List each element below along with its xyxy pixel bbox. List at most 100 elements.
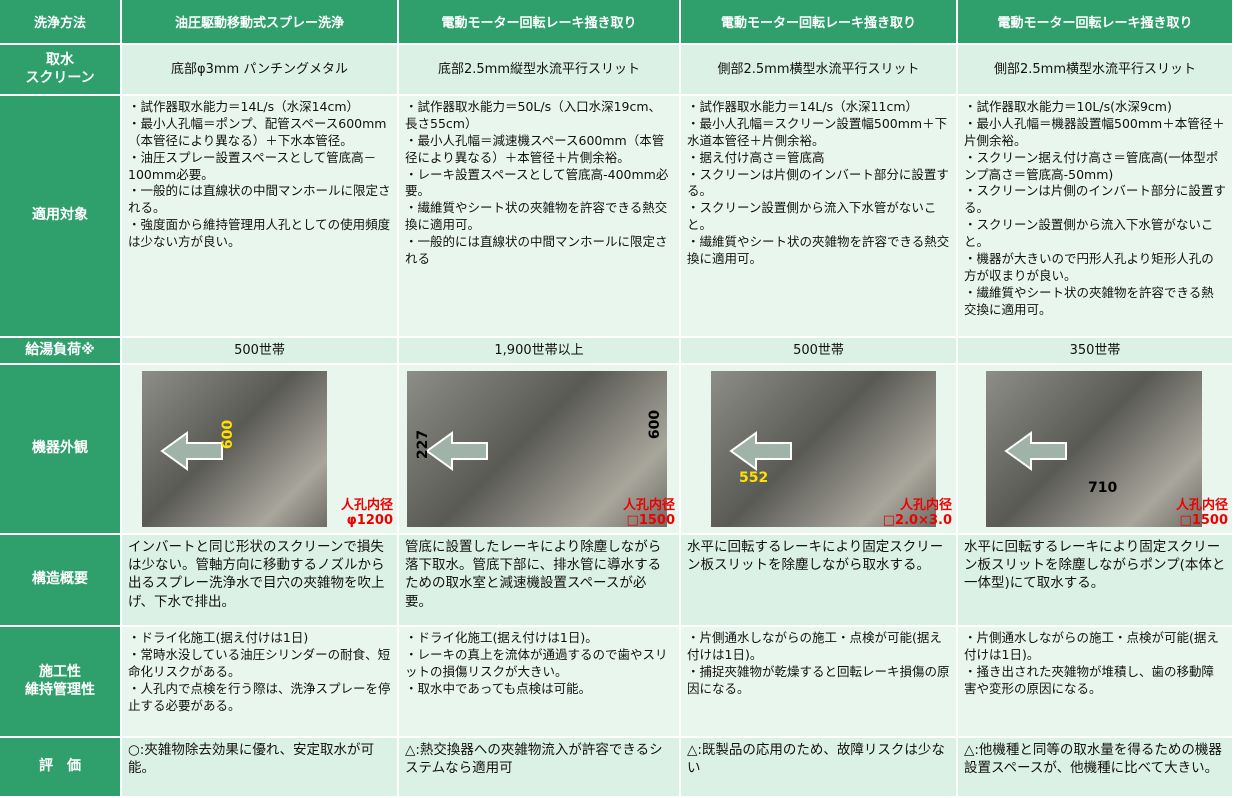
manhole-size: 人孔内径 □1500 <box>623 498 675 529</box>
bullet-item: ・取水中であっても点検は可能。 <box>405 680 592 696</box>
table-cell: インバートと同じ形状のスクリーンで損失は少ない。管軸方向に移動するノズルから出る… <box>122 535 397 625</box>
bullet-item: ・片側通水しながらの施工・点検が可能(据え付けは1日)。 <box>964 630 1219 662</box>
table-cell: 600 人孔内径 φ1200 <box>122 365 397 533</box>
manhole-line: □2.0×3.0 <box>882 513 952 529</box>
bullet-item: ・繊維質やシート状の夾雑物を許容できる熱交換に適用可。 <box>687 234 950 266</box>
equipment-photo <box>986 371 1202 527</box>
table-cell: 水平に回転するレーキにより固定スクリーン板スリットを除塵しながらポンプ(本体と一… <box>958 535 1232 625</box>
bullet-item: ・最小人孔幅＝スクリーン設置幅500mm＋下水道本管径＋片側余裕。 <box>687 115 948 148</box>
bullet-item: ・片側通水しながらの施工・点検が可能(据え付けは1日)。 <box>687 630 942 662</box>
table-cell: 710 人孔内径 □1500 <box>958 365 1232 533</box>
table-cell: ・ドライ化施工(据え付けは1日)。 ・レーキの真上を流体が通過するので歯やスリット… <box>399 627 679 736</box>
row-label: 施工性 維持管理性 <box>0 627 120 736</box>
bullet-item: ・繊維質やシート状の夾雑物を許容できる熱交換に適用可。 <box>405 200 668 233</box>
table-cell: ・試作器取水能力＝14L/s（水深11cm） ・最小人孔幅＝スクリーン設置幅500… <box>681 96 956 336</box>
manhole-size: 人孔内径 φ1200 <box>341 498 393 529</box>
bullet-item: ・常時水没している油圧シリンダーの耐食、短命化リスクがある。 <box>128 646 391 679</box>
bullet-item: ・強度面から維持管理用人孔としての使用頻度は少ない方が良い。 <box>128 217 391 249</box>
bullet-item: ・最小人孔幅＝減速機スペース600mm（本管径により異なる）＋本管径＋片側余裕。 <box>405 132 665 165</box>
table-cell: 552 人孔内径 □2.0×3.0 <box>681 365 956 533</box>
manhole-line: 人孔内径 <box>899 497 952 513</box>
bullet-item: ・繊維質やシート状の夾雑物を許容できる熱交換に適用可。 <box>964 284 1214 317</box>
bullet-item: ・ドライ化施工(据え付けは1日) <box>128 630 309 645</box>
row-label: 適用対象 <box>0 96 120 336</box>
dimension-label: 227 <box>415 429 432 460</box>
table-cell: 350世帯 <box>958 338 1232 363</box>
table-cell: ・試作器取水能力＝14L/s（水深14cm） ・最小人孔幅＝ポンプ、配管スペース6… <box>122 96 397 336</box>
table-cell: 底部φ3mm パンチングメタル <box>122 45 397 94</box>
bullet-item: ・一般的には直線状の中間マンホールに限定される。 <box>128 183 391 216</box>
row-label-line: 評 価 <box>39 758 81 775</box>
dimension-label: 552 <box>739 470 769 486</box>
bullet-item: ・スクリーン据え付け高さ＝管底高(一体型ポンプ高さ＝管底高-50mm) <box>964 149 1219 182</box>
table-cell: 管底に設置したレーキにより除塵しながら落下取水。管底下部に、排水管に導水するため… <box>399 535 679 625</box>
photo-arrow <box>1004 431 1067 471</box>
bullet-item: ・捕捉夾雑物が乾燥すると回転レーキ損傷の原因になる。 <box>687 663 950 696</box>
dimension-label: 710 <box>1088 480 1118 496</box>
table-cell: ○:夾雑物除去効果に優れ、安定取水が可能。 <box>122 738 397 796</box>
table-cell: 底部2.5mm縦型水流平行スリット <box>399 45 679 94</box>
column-header: 油圧駆動移動式スプレー洗浄 <box>122 0 397 43</box>
row-label-line: 取水 <box>46 52 74 68</box>
equipment-photo <box>142 371 327 527</box>
row-label: 評 価 <box>0 738 120 796</box>
header-label: 洗浄方法 <box>0 0 120 43</box>
manhole-line: □1500 <box>1179 513 1228 529</box>
bullet-item: ・スクリーン設置側から流入下水管がないこと。 <box>687 200 937 233</box>
column-header: 電動モーター回転レーキ掻き取り <box>399 0 679 43</box>
bullet-item: ・試作器取水能力＝14L/s（水深14cm） <box>128 99 360 114</box>
table-cell: △:他機種と同等の取水量を得るための機器設置スペースが、他機種に比べて大きい。 <box>958 738 1232 796</box>
equipment-photo <box>711 371 936 527</box>
column-header: 電動モーター回転レーキ掻き取り <box>681 0 956 43</box>
dimension-label: 600 <box>647 409 664 440</box>
table-cell: 水平に回転するレーキにより固定スクリーン板スリットを除塵しながら取水する。 <box>681 535 956 625</box>
table-cell: △:既製品の応用のため、故障リスクは少ない <box>681 738 956 796</box>
table-cell: 500世帯 <box>681 338 956 363</box>
photo-arrow <box>160 431 223 471</box>
table-cell: 側部2.5mm横型水流平行スリット <box>958 45 1232 94</box>
bullet-item: ・油圧スプレー設置スペースとして管底高－100mm必要。 <box>128 149 377 182</box>
manhole-line: □1500 <box>626 513 675 529</box>
table-cell: ・片側通水しながらの施工・点検が可能(据え付けは1日)。 ・掻き出された夾雑物が堆… <box>958 627 1232 736</box>
table-cell: ・ドライ化施工(据え付けは1日) ・常時水没している油圧シリンダーの耐食、短命化リ… <box>122 627 397 736</box>
manhole-line: 人孔内径 <box>1175 497 1228 513</box>
manhole-size: 人孔内径 □2.0×3.0 <box>883 498 952 529</box>
row-label-line: 機器外観 <box>32 440 88 457</box>
manhole-size: 人孔内径 □1500 <box>1176 498 1228 529</box>
table-cell: △:熱交換器への夾雑物流入が許容できるシステムなら適用可 <box>399 738 679 796</box>
bullet-item: ・一般的には直線状の中間マンホールに限定される <box>405 234 668 266</box>
bullet-item: ・据え付け高さ＝管底高 <box>687 149 825 165</box>
row-label: 構造概要 <box>0 535 120 625</box>
bullet-item: ・試作器取水能力＝50L/s（入口水深19cm、長さ55cm） <box>405 99 662 131</box>
bullet-item: ・試作器取水能力＝10L/s(水深9cm) <box>964 99 1172 114</box>
row-label-line: スクリーン <box>25 69 95 86</box>
row-label-line: 構造概要 <box>32 571 88 588</box>
row-label-line: 施工性 <box>39 664 81 680</box>
row-label-line: 適用対象 <box>32 207 88 224</box>
bullet-item: ・最小人孔幅＝ポンプ、配管スペース600mm（本管径により異なる）＋下水本管径。 <box>128 115 387 148</box>
bullet-item: ・人孔内で点検を行う際は、洗浄スプレーを停止する必要がある。 <box>128 680 391 713</box>
column-header: 電動モーター回転レーキ掻き取り <box>958 0 1232 43</box>
row-label: 機器外観 <box>0 365 120 533</box>
bullet-item: ・スクリーンは片側のインバート部分に設置する。 <box>964 183 1226 216</box>
table-cell: ・試作器取水能力＝50L/s（入口水深19cm、長さ55cm） ・最小人孔幅＝減速… <box>399 96 679 336</box>
dimension-label: 600 <box>220 419 237 450</box>
row-label-line: 給湯負荷※ <box>25 341 95 358</box>
bullet-item: ・レーキの真上を流体が通過するので歯やスリットの損傷リスクが大きい。 <box>405 646 668 679</box>
row-label: 給湯負荷※ <box>0 338 120 363</box>
manhole-line: φ1200 <box>346 513 393 529</box>
table-cell: 1,900世帯以上 <box>399 338 679 363</box>
manhole-line: 人孔内径 <box>622 497 675 513</box>
table-cell: 側部2.5mm横型水流平行スリット <box>681 45 956 94</box>
equipment-photo <box>407 371 667 527</box>
bullet-item: ・掻き出された夾雑物が堆積し、歯の移動障害や変形の原因になる。 <box>964 663 1215 696</box>
bullet-item: ・機器が大きいので円形人孔より矩形人孔の方が収まりが良い。 <box>964 250 1214 283</box>
photo-arrow <box>729 431 792 471</box>
manhole-line: 人孔内径 <box>340 497 393 513</box>
bullet-item: ・ドライ化施工(据え付けは1日)。 <box>405 630 598 645</box>
table-cell: ・試作器取水能力＝10L/s(水深9cm) ・最小人孔幅＝機器設置幅500mm＋本… <box>958 96 1232 336</box>
row-label-line: 維持管理性 <box>25 681 95 698</box>
bullet-item: ・試作器取水能力＝14L/s（水深11cm） <box>687 99 919 114</box>
table-cell: ・片側通水しながらの施工・点検が可能(据え付けは1日)。 ・捕捉夾雑物が乾燥すると… <box>681 627 956 736</box>
